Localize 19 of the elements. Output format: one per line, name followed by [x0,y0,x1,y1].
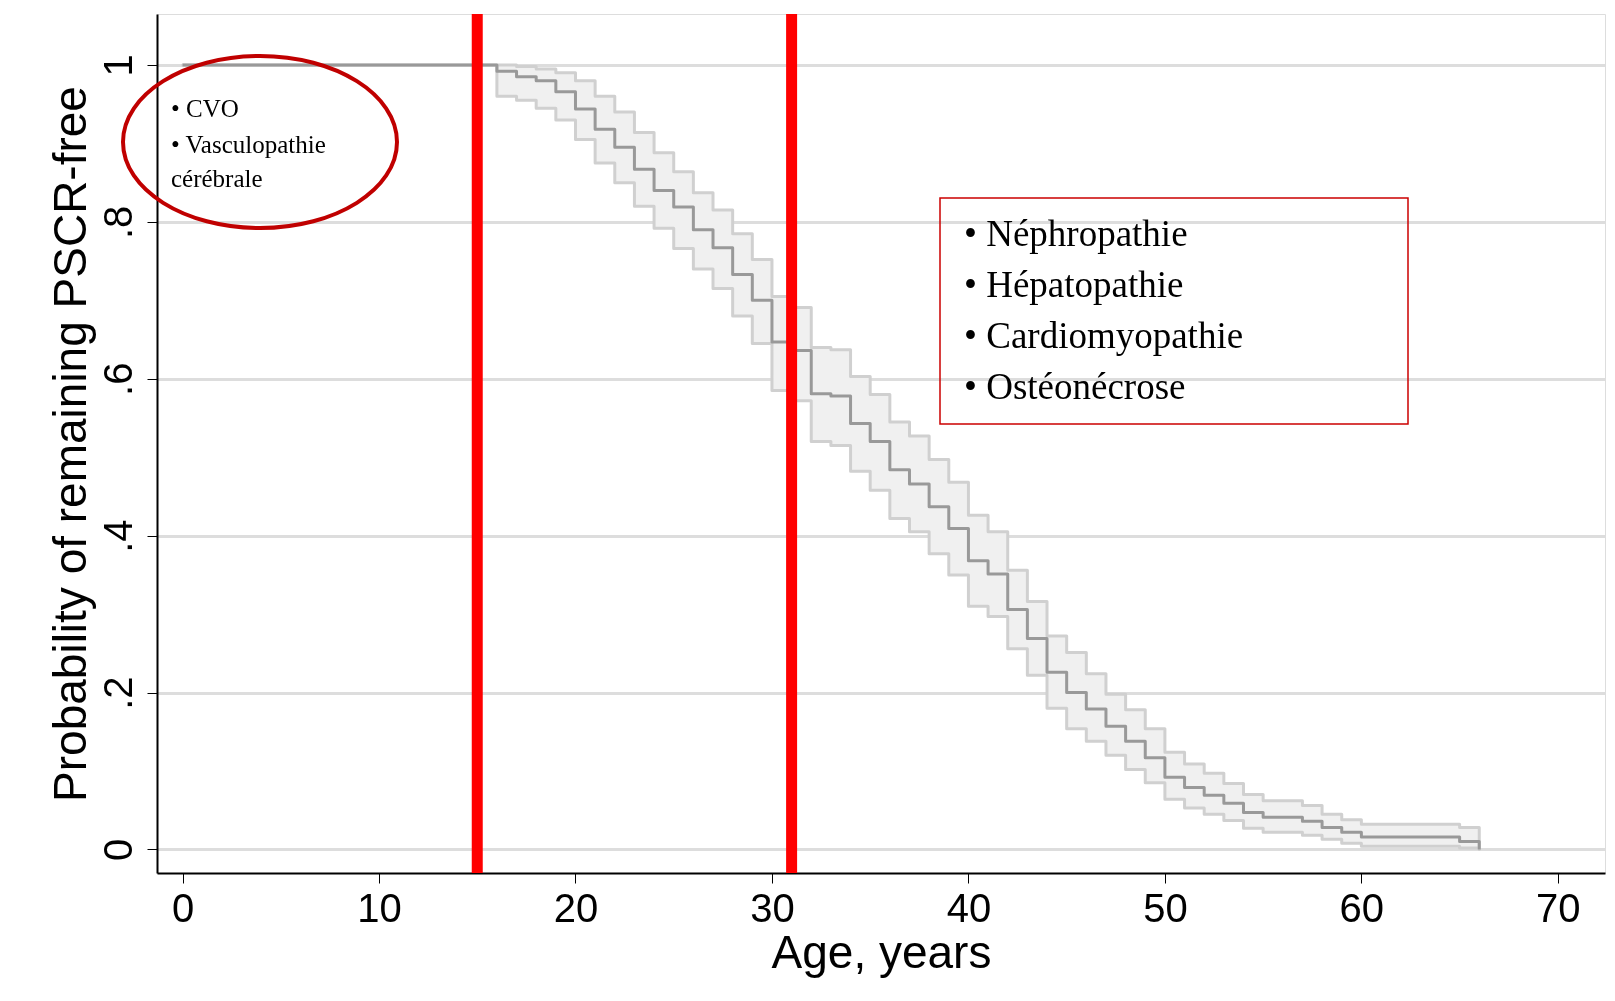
annotation: • Cardiomyopathie [964,315,1244,356]
x-tick-label: 0 [171,885,195,930]
y-tick-label: 0 [95,838,140,862]
annotation: • CVO [171,95,239,122]
y-tick-label: .8 [95,205,140,240]
y-tick-label: .4 [95,519,140,553]
annotation: • Ostéonécrose [964,366,1186,407]
y-tick-label: .2 [95,676,140,710]
annotation: • Hépatopathie [964,264,1184,305]
y-tick-label: .6 [95,362,140,396]
x-tick-label: 60 [1339,885,1385,930]
annotation: • Vasculopathie cérébrale [171,131,326,192]
annotation: • Néphropathie [964,213,1188,254]
x-tick-label: 20 [553,885,599,930]
x-tick-label: 70 [1536,885,1581,930]
y-tick-label: 1 [95,54,140,77]
x-tick-label: 50 [1143,885,1188,930]
y-axis-title: Probability of remaining PSCR-free [43,86,96,802]
x-tick-label: 10 [357,885,402,930]
